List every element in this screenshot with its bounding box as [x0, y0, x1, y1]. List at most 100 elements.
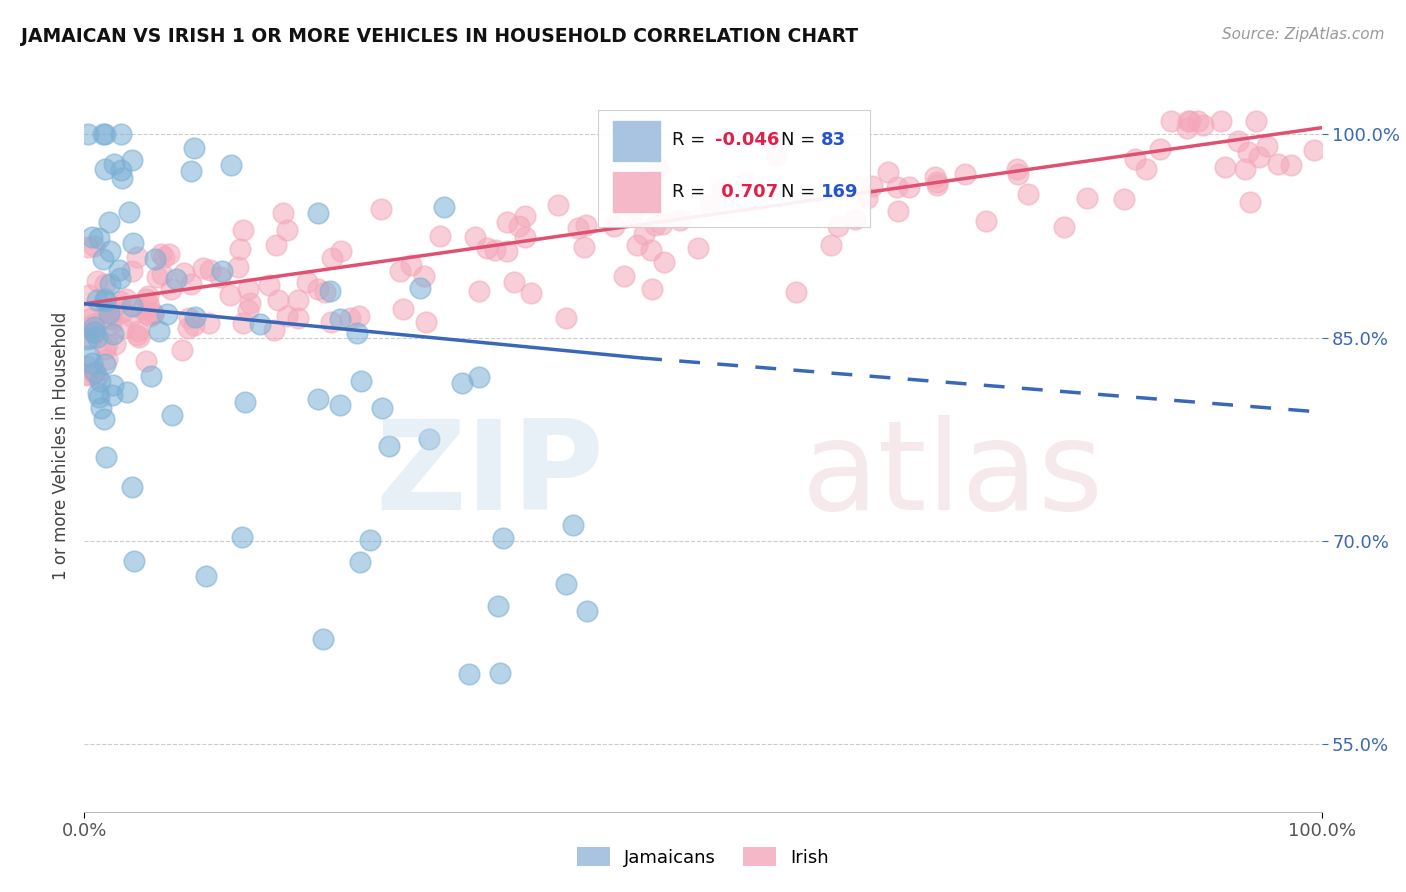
Y-axis label: 1 or more Vehicles in Household: 1 or more Vehicles in Household [52, 312, 70, 580]
Point [392, 302, 415, 317]
Point [121, 264, 143, 278]
Text: Source: ZipAtlas.com: Source: ZipAtlas.com [1222, 27, 1385, 42]
Point [122, 554, 145, 568]
Point [399, 258, 422, 272]
Point [179, 310, 201, 325]
Point [121, 480, 143, 494]
Point [183, 318, 205, 332]
Point [513, 209, 536, 223]
Point [139, 310, 162, 324]
Point [297, 275, 319, 289]
Point [103, 157, 125, 171]
Point [184, 310, 207, 325]
Point [76, 239, 98, 253]
Point [138, 299, 160, 313]
Point [652, 254, 675, 268]
Point [555, 577, 578, 591]
Point [492, 531, 515, 545]
Point [104, 337, 127, 351]
Point [152, 250, 174, 264]
Point [415, 315, 437, 329]
Point [1226, 134, 1249, 148]
Point [80, 229, 103, 244]
Point [94, 342, 117, 356]
Point [142, 305, 165, 319]
Point [669, 213, 692, 227]
Point [307, 282, 329, 296]
Point [195, 569, 218, 583]
Point [100, 387, 122, 401]
Text: atlas: atlas [801, 415, 1104, 536]
Point [496, 244, 519, 258]
Point [180, 164, 202, 178]
Point [157, 247, 180, 261]
Point [83, 326, 105, 340]
Point [83, 317, 105, 331]
Point [1017, 187, 1039, 202]
Point [96, 311, 118, 326]
Point [1180, 114, 1202, 128]
Point [108, 293, 131, 308]
Point [97, 215, 120, 229]
Point [711, 183, 734, 197]
Text: N =: N = [780, 131, 821, 149]
Bar [613, 120, 659, 161]
Point [100, 312, 122, 326]
Point [142, 307, 165, 321]
Point [83, 239, 105, 253]
Point [121, 300, 143, 314]
Point [100, 304, 122, 318]
Text: -0.046: -0.046 [716, 131, 780, 149]
Point [87, 390, 110, 404]
Point [389, 264, 412, 278]
Point [135, 307, 157, 321]
Point [319, 284, 342, 298]
Point [371, 401, 394, 416]
Point [647, 161, 669, 176]
Point [897, 179, 920, 194]
Point [87, 386, 110, 401]
Point [86, 274, 108, 288]
Point [150, 247, 173, 261]
Text: R =: R = [672, 131, 711, 149]
Point [249, 318, 271, 332]
Point [148, 324, 170, 338]
Point [198, 316, 221, 330]
Point [94, 277, 117, 292]
Point [98, 277, 121, 292]
Point [412, 268, 434, 283]
Point [287, 293, 309, 307]
Point [170, 343, 193, 357]
Point [1123, 152, 1146, 166]
Point [1279, 158, 1302, 172]
Point [765, 147, 787, 161]
Text: N =: N = [780, 183, 821, 202]
Point [231, 530, 253, 544]
Point [180, 277, 202, 291]
Point [450, 376, 472, 390]
Point [239, 295, 262, 310]
Point [76, 368, 98, 383]
Point [1234, 161, 1257, 176]
Point [90, 401, 112, 415]
Legend: Jamaicans, Irish: Jamaicans, Irish [569, 840, 837, 874]
Point [79, 307, 101, 321]
Point [953, 167, 976, 181]
Point [114, 292, 136, 306]
Point [567, 221, 589, 235]
Point [87, 230, 110, 244]
Point [547, 198, 569, 212]
Point [1303, 143, 1326, 157]
Point [1149, 142, 1171, 156]
Point [572, 240, 595, 254]
Point [644, 218, 666, 232]
Point [125, 250, 148, 264]
Point [198, 263, 221, 277]
Point [347, 309, 370, 323]
Point [229, 242, 252, 256]
Point [735, 175, 758, 189]
Point [94, 294, 117, 309]
Point [232, 316, 254, 330]
Point [156, 307, 179, 321]
Point [121, 153, 143, 167]
